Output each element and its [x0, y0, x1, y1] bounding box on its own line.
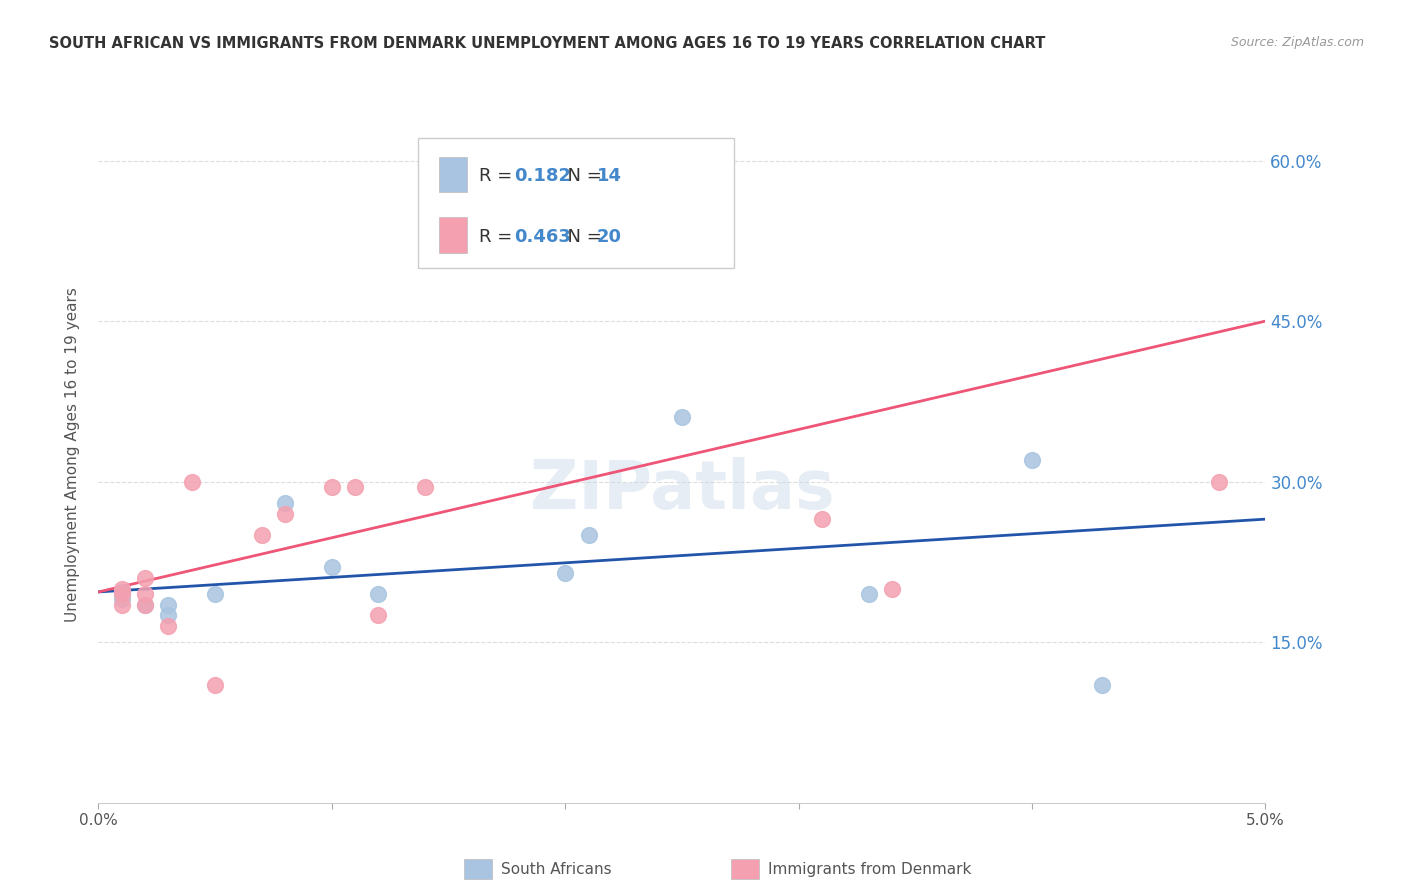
Point — [344, 480, 367, 494]
Point — [134, 571, 156, 585]
Point — [111, 592, 134, 607]
Text: ZIPatlas: ZIPatlas — [530, 457, 834, 523]
Point — [157, 608, 180, 623]
Point — [111, 582, 134, 596]
Text: Source: ZipAtlas.com: Source: ZipAtlas.com — [1230, 36, 1364, 49]
Point — [413, 480, 436, 494]
Point — [180, 475, 202, 489]
Text: 0.182: 0.182 — [513, 168, 571, 186]
Point — [671, 410, 693, 425]
Point — [134, 587, 156, 601]
Text: South Africans: South Africans — [501, 863, 612, 877]
Point — [1091, 678, 1114, 692]
Point — [811, 512, 834, 526]
Text: 0.463: 0.463 — [513, 227, 571, 245]
Point — [204, 678, 226, 692]
Point — [367, 587, 389, 601]
Point — [134, 598, 156, 612]
Point — [204, 587, 226, 601]
Point — [1021, 453, 1043, 467]
Text: SOUTH AFRICAN VS IMMIGRANTS FROM DENMARK UNEMPLOYMENT AMONG AGES 16 TO 19 YEARS : SOUTH AFRICAN VS IMMIGRANTS FROM DENMARK… — [49, 36, 1046, 51]
Point — [1208, 475, 1230, 489]
Text: 20: 20 — [596, 227, 621, 245]
Y-axis label: Unemployment Among Ages 16 to 19 years: Unemployment Among Ages 16 to 19 years — [65, 287, 80, 623]
Point — [578, 223, 600, 237]
Point — [111, 598, 134, 612]
Point — [274, 496, 297, 510]
Text: Immigrants from Denmark: Immigrants from Denmark — [768, 863, 972, 877]
Point — [880, 582, 903, 596]
Point — [111, 585, 134, 599]
Point — [250, 528, 273, 542]
Text: N =: N = — [555, 168, 607, 186]
Point — [858, 587, 880, 601]
Text: N =: N = — [555, 227, 607, 245]
Point — [321, 560, 343, 574]
Point — [157, 598, 180, 612]
Text: R =: R = — [478, 168, 517, 186]
Point — [134, 598, 156, 612]
Point — [321, 480, 343, 494]
Point — [367, 608, 389, 623]
Point — [274, 507, 297, 521]
Text: R =: R = — [478, 227, 517, 245]
Point — [157, 619, 180, 633]
Point — [554, 566, 576, 580]
Point — [578, 528, 600, 542]
Text: 14: 14 — [596, 168, 621, 186]
Point — [647, 228, 669, 243]
Point — [111, 587, 134, 601]
